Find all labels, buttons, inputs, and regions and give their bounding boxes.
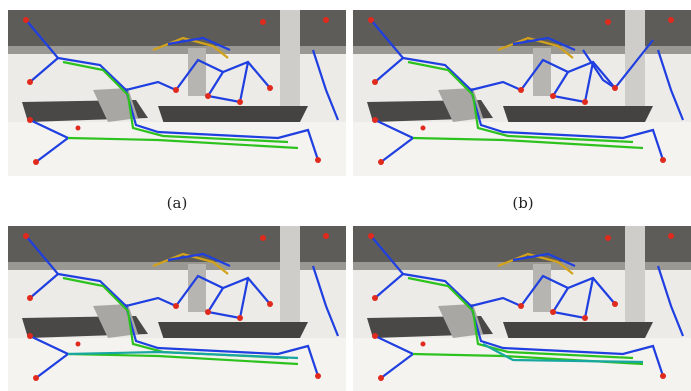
panel-label: (b) [512, 194, 533, 212]
panel-c-image [8, 226, 346, 391]
panel-d-image [353, 226, 691, 391]
panel-a-image [8, 10, 346, 176]
panel-label: (a) [167, 194, 188, 212]
figure: (a) (b) [0, 0, 691, 391]
panel-b-image [353, 10, 691, 176]
